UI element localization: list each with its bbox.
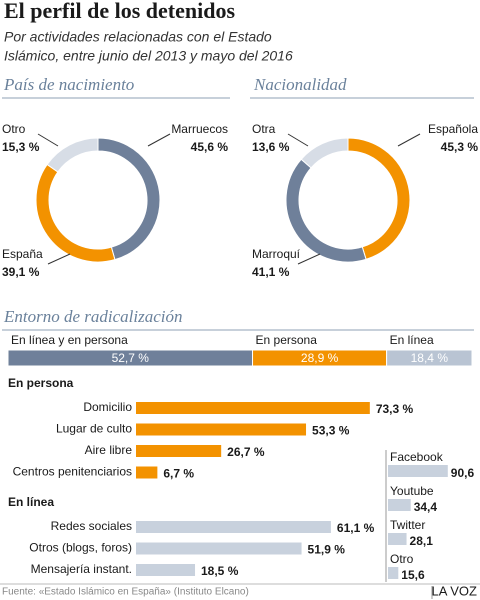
section-title: Nacionalidad — [253, 75, 347, 94]
segment-value: 52,7 % — [112, 351, 150, 365]
donut-label: Otro — [2, 122, 26, 136]
bar — [136, 423, 307, 436]
bar — [136, 402, 370, 414]
donut-segment — [35, 163, 116, 263]
donut-segment — [347, 137, 411, 260]
bar-label: Twitter — [390, 518, 425, 532]
leader — [287, 133, 309, 147]
leader — [47, 253, 71, 265]
title: El perfil de los detenidos — [4, 0, 235, 23]
donut-label: Marroquí — [252, 247, 301, 261]
donut-value: 15,3 % — [2, 140, 40, 154]
donut-label: España — [2, 247, 43, 261]
bar — [136, 564, 196, 576]
bar-segment — [386, 349, 473, 367]
section-title: Entorno de radicalización — [3, 307, 182, 326]
bar-label: Otro — [390, 552, 414, 566]
brand: LA VOZ — [431, 583, 477, 598]
bar-value: 26,7 % — [227, 445, 265, 459]
donut-value: 45,3 % — [441, 140, 479, 154]
donut-value: 13,6 % — [252, 140, 290, 154]
bar-label: Domicilio — [83, 400, 132, 414]
source: Fuente: «Estado Islámico en España» (Ins… — [2, 587, 249, 598]
bar-value: 18,5 % — [201, 564, 239, 578]
bar-label: Lugar de culto — [56, 422, 132, 436]
leader — [37, 133, 59, 147]
section-title: País de nacimiento — [3, 75, 134, 94]
donut-value: 41,1 % — [252, 265, 290, 279]
bar-label: Youtube — [390, 484, 434, 498]
bar-value: 34,4 — [414, 500, 438, 514]
bar-value: 51,9 % — [308, 543, 346, 557]
bar-value: 53,3 % — [312, 424, 350, 438]
bar-value: 73,3 % — [376, 402, 414, 416]
segment-label: En línea y en persona — [11, 333, 128, 347]
segment-value: 28,9 % — [301, 351, 339, 365]
bar — [136, 445, 222, 457]
bar — [136, 521, 331, 533]
segment-label: En línea — [390, 333, 434, 347]
bar-value: 28,1 — [410, 534, 434, 548]
bar-label: Mensajería instant. — [31, 562, 132, 576]
bar-label: Aire libre — [85, 443, 133, 457]
leader — [147, 133, 171, 147]
donut-value: 39,1 % — [2, 265, 40, 279]
bar — [136, 542, 302, 555]
donut-value: 45,6 % — [191, 140, 229, 154]
bar-value: 61,1 % — [337, 521, 375, 535]
subtitle: Por actividades relacionadas con el Esta… — [4, 29, 272, 45]
donut-label: Española — [428, 122, 478, 136]
group-title: En línea — [8, 495, 54, 509]
bar-value: 15,6 — [401, 568, 425, 582]
bar-label: Facebook — [390, 450, 444, 464]
donut-segment — [300, 137, 349, 169]
bar-value: 90,6 — [451, 466, 475, 480]
bar — [388, 465, 448, 477]
donut-segment — [46, 137, 99, 173]
donut-label: Otra — [252, 122, 276, 136]
group-title: En persona — [8, 376, 74, 390]
leader — [397, 133, 421, 147]
bar-label: Redes sociales — [51, 519, 132, 533]
bar — [388, 533, 407, 545]
bar-label: Centros penitenciarios — [13, 465, 132, 479]
donut-segment — [97, 137, 161, 261]
bar-value: 6,7 % — [163, 467, 194, 481]
leader — [297, 253, 321, 265]
subtitle: Islámico, entre junio del 2013 y mayo de… — [4, 48, 293, 64]
bar — [136, 466, 158, 479]
bar-label: Otros (blogs, foros) — [29, 541, 132, 555]
bar — [388, 567, 399, 579]
segment-value: 18,4 % — [411, 351, 449, 365]
segment-label: En persona — [256, 333, 318, 347]
donut-label: Marruecos — [171, 122, 228, 136]
bar — [388, 499, 411, 511]
